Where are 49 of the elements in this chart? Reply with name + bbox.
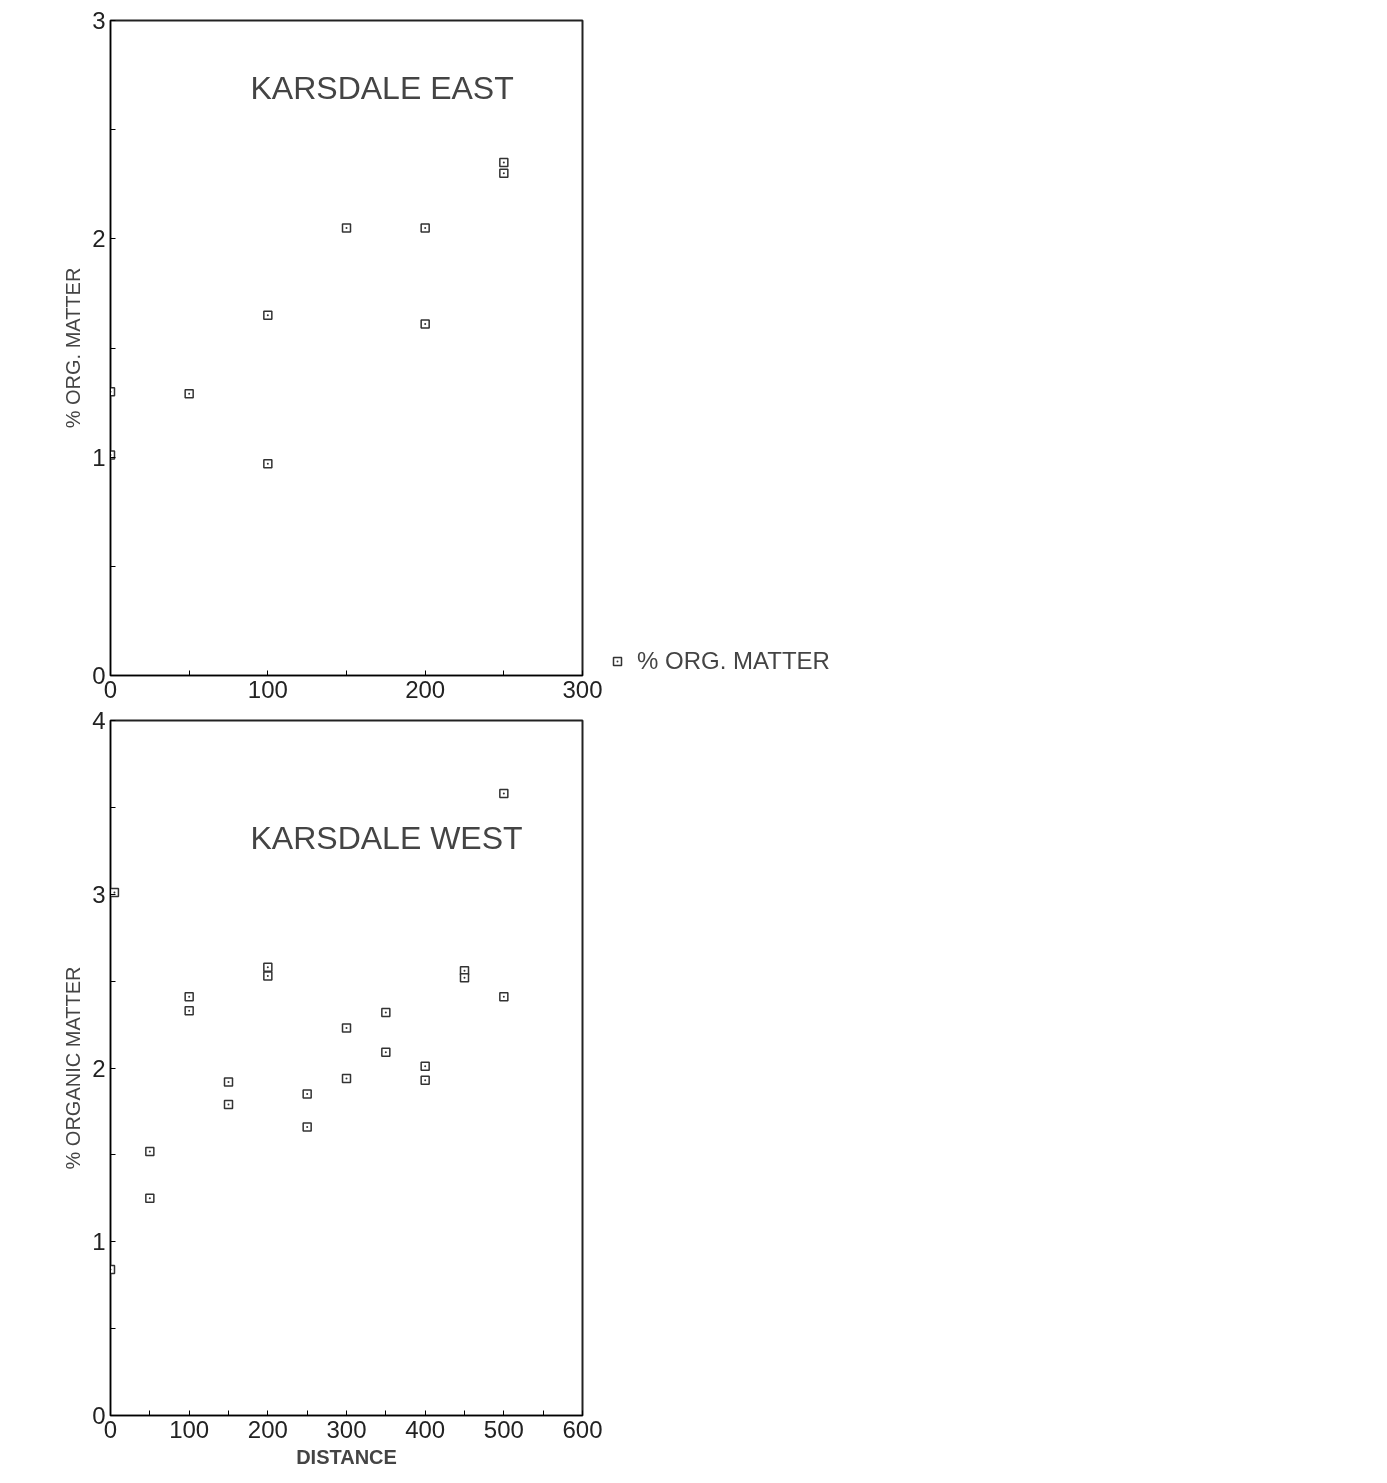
x-tick-label: 100 (247, 675, 288, 703)
x-tick-label: 600 (562, 1415, 603, 1443)
x-axis-title: DISTANCE (296, 1445, 397, 1468)
point (499, 788, 509, 799)
point (341, 1023, 352, 1033)
point (341, 223, 352, 233)
point (381, 1007, 391, 1018)
text: KARSDALE EAST (250, 69, 514, 106)
point (145, 1193, 155, 1204)
x-tick-label: 400 (405, 1415, 446, 1443)
point (302, 1122, 312, 1132)
point (263, 310, 273, 320)
y-axis-title: % ORGANIC MATTER (62, 966, 85, 1170)
point (420, 319, 430, 329)
legend-label: % ORG. MATTER (637, 647, 830, 675)
point (499, 168, 509, 179)
x-tick-label: 300 (326, 1415, 367, 1443)
point (263, 962, 273, 972)
point (184, 1005, 194, 1016)
x-tick-label: 300 (562, 675, 603, 703)
y-tick-label: 3 (92, 7, 106, 34)
x-tick-label: 500 (483, 1415, 524, 1443)
point (381, 1047, 391, 1058)
point (459, 972, 470, 983)
y-tick-label: 2 (92, 225, 106, 253)
y-tick-label: 2 (92, 1054, 106, 1082)
point (263, 971, 273, 981)
point (420, 1075, 430, 1085)
y-tick-label: 3 (92, 880, 106, 908)
text: KARSDALE WEST (250, 819, 523, 856)
point (184, 389, 194, 399)
point (184, 992, 194, 1002)
point (263, 458, 273, 469)
x-tick-label: 100 (169, 1415, 210, 1443)
point (420, 1061, 430, 1072)
point (499, 157, 509, 168)
point (499, 992, 509, 1002)
x-tick-label: 200 (247, 1415, 288, 1443)
point (341, 1073, 352, 1084)
y-tick-label: 1 (92, 443, 106, 471)
y-tick-label: 1 (92, 1228, 106, 1256)
point (223, 1077, 234, 1087)
point (145, 1146, 155, 1157)
point (302, 1089, 312, 1099)
x-tick-label: 200 (405, 675, 446, 703)
point (223, 1099, 234, 1110)
point (420, 223, 430, 233)
y-axis-title: % ORG. MATTER (62, 267, 85, 429)
y-tick-label: 4 (92, 707, 106, 734)
